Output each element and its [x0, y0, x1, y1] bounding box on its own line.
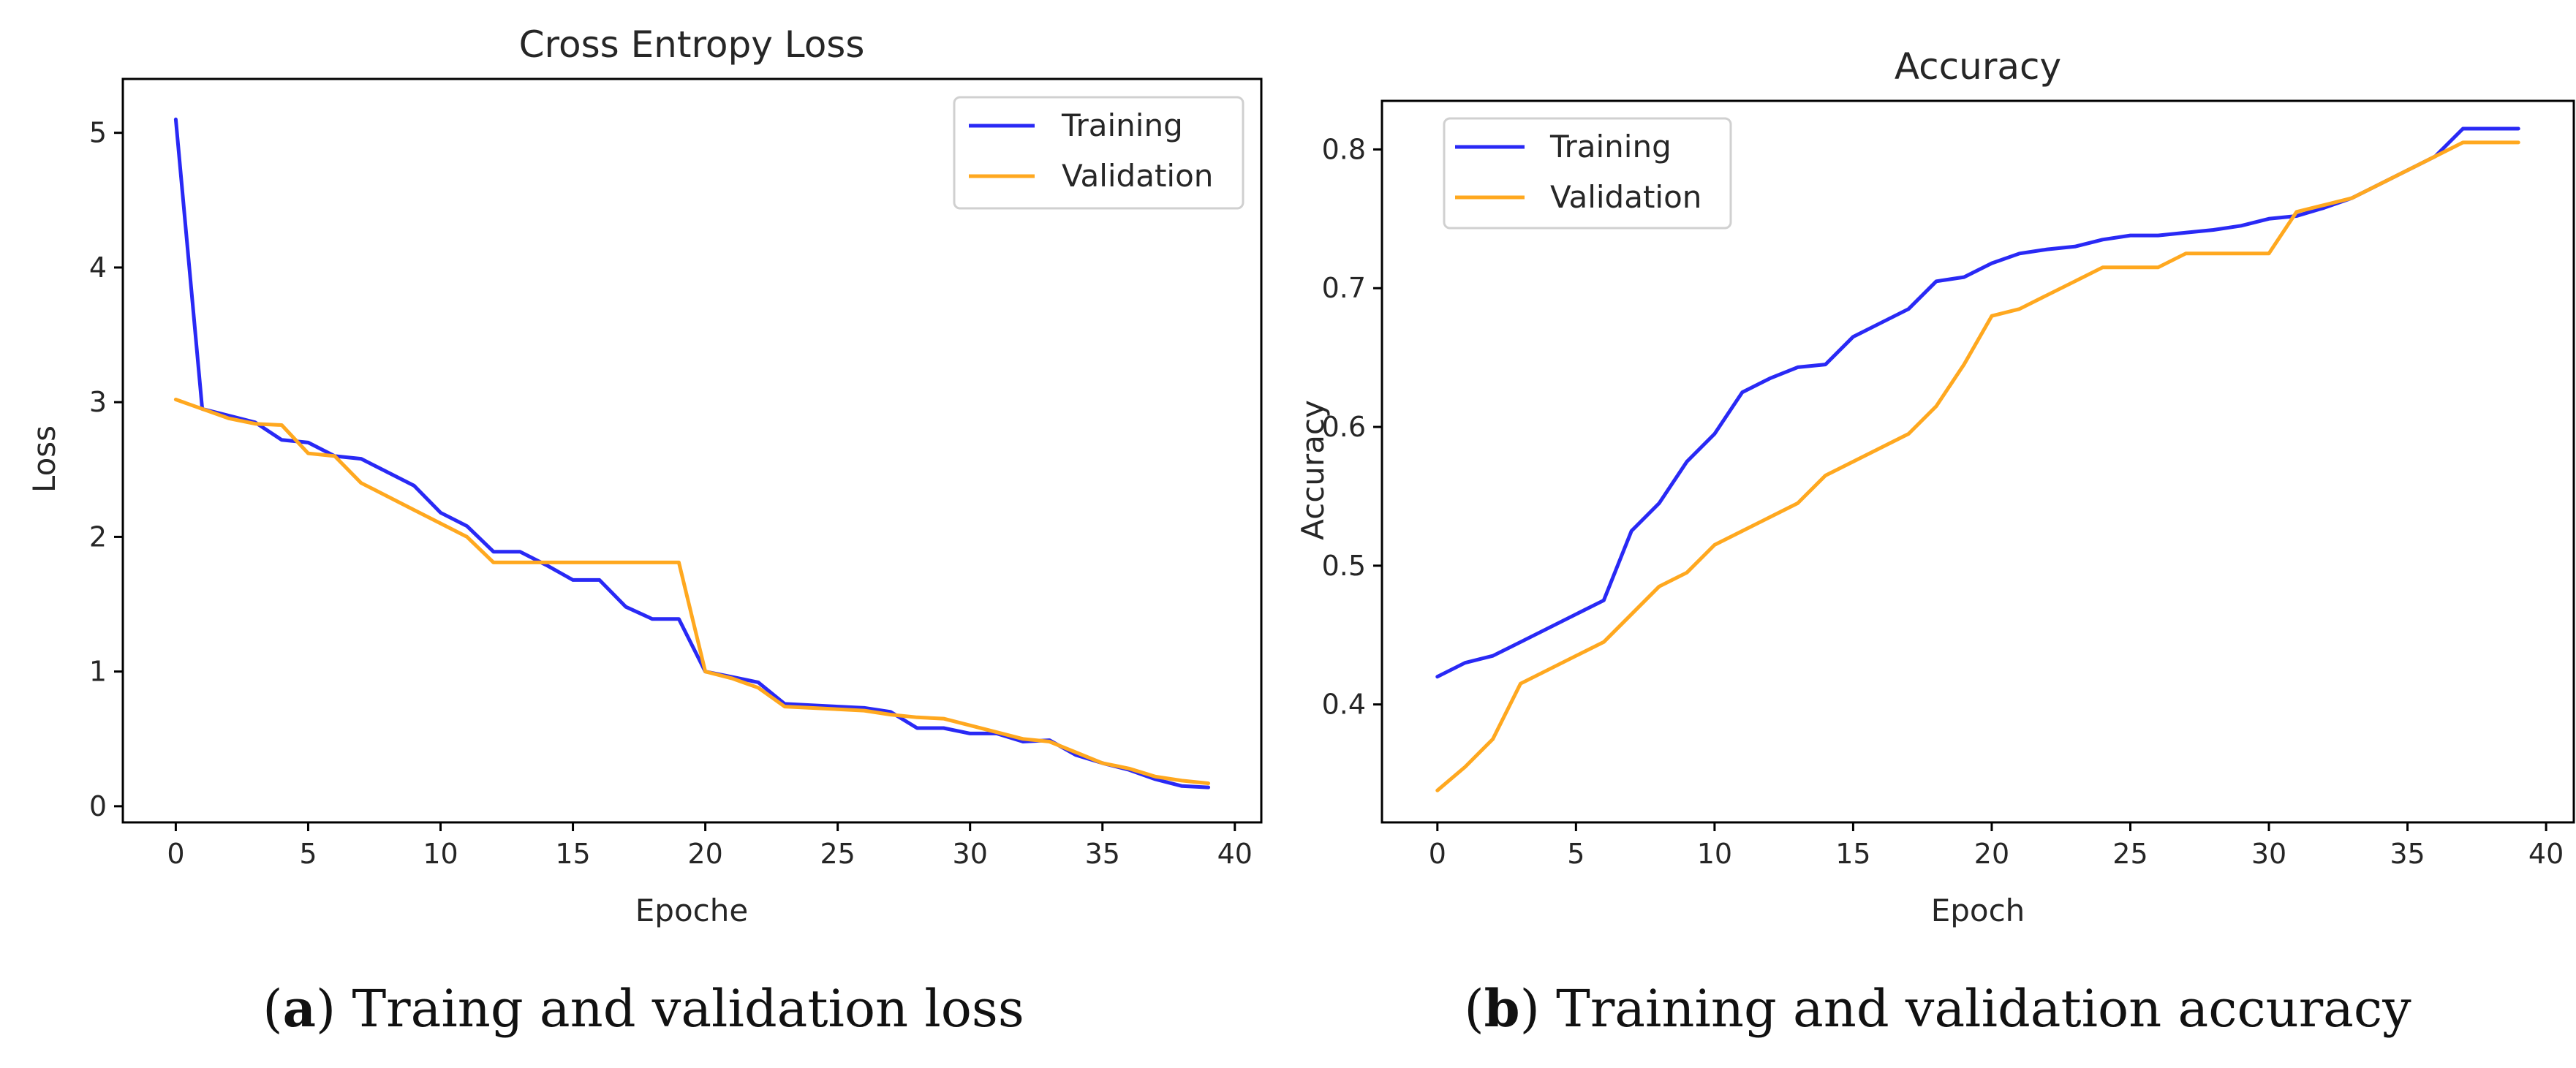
- loss-legend-training-label: Training: [1061, 107, 1183, 143]
- accuracy-y-tick-label: 0.7: [1322, 272, 1366, 304]
- loss-x-tick-label: 0: [167, 838, 184, 870]
- accuracy-x-tick-label: 30: [2251, 838, 2286, 870]
- caption-a: (a) Traing and validation loss: [262, 978, 1024, 1039]
- loss-series-training-line: [173, 117, 1211, 789]
- accuracy-legend-training-label: Training: [1549, 129, 1672, 164]
- loss-x-tick-label: 10: [423, 838, 458, 870]
- accuracy-x-tick-label: 10: [1697, 838, 1732, 870]
- accuracy-x-tick-label: 20: [1974, 838, 2009, 870]
- accuracy-y-tick-label: 0.8: [1322, 133, 1366, 165]
- accuracy-x-axis-label: Epoch: [1931, 893, 2025, 928]
- loss-y-tick-label: 3: [89, 386, 107, 418]
- accuracy-y-axis-label: Accuracy: [1295, 400, 1331, 540]
- loss-y-tick-label: 0: [89, 790, 107, 822]
- loss-x-tick-label: 15: [555, 838, 590, 870]
- loss-chart: Cross Entropy Loss 0 5 10 15 20 25 30 35 40 0 1 2 3 4…: [26, 23, 1263, 928]
- loss-chart-title: Cross Entropy Loss: [519, 23, 865, 66]
- loss-y-tick-label: 1: [89, 656, 107, 688]
- accuracy-x-tick-label: 35: [2390, 838, 2425, 870]
- accuracy-plot-area: 0 5 10 15 20 25 30 35 40 0.4 0.5 0.6 0.7 0.8: [1322, 99, 2575, 870]
- accuracy-x-tick-label: 15: [1835, 838, 1870, 870]
- loss-x-tick-label: 35: [1085, 838, 1120, 870]
- loss-y-tick-label: 2: [89, 520, 107, 553]
- accuracy-series-validation-line: [1435, 140, 2520, 792]
- accuracy-legend-validation-label: Validation: [1550, 179, 1701, 215]
- loss-y-tick-label: 5: [89, 117, 107, 149]
- accuracy-x-tick-label: 25: [2112, 838, 2148, 870]
- accuracy-chart-title: Accuracy: [1895, 45, 2061, 88]
- loss-x-tick-label: 25: [820, 838, 855, 870]
- loss-plot-area: 0 5 10 15 20 25 30 35 40 0 1 2 3 4 5: [89, 77, 1263, 870]
- loss-x-tick-label: 5: [299, 838, 317, 870]
- caption-a-prefix: a: [283, 978, 316, 1039]
- caption-a-text: Traing and validation loss: [352, 979, 1024, 1039]
- loss-x-tick-label: 40: [1217, 838, 1253, 870]
- loss-legend-validation-label: Validation: [1062, 158, 1213, 194]
- accuracy-x-tick-label: 40: [2528, 838, 2564, 870]
- loss-legend: Training Validation: [953, 96, 1244, 210]
- loss-axes-frame: [121, 77, 1263, 824]
- accuracy-y-tick-label: 0.4: [1322, 689, 1366, 721]
- loss-y-axis-label: Loss: [26, 425, 62, 493]
- accuracy-y-tick-label: 0.5: [1322, 550, 1366, 582]
- caption-b-prefix: b: [1484, 978, 1520, 1039]
- loss-x-tick-label: 30: [953, 838, 988, 870]
- loss-y-tick-label: 4: [89, 251, 107, 284]
- accuracy-chart: Accuracy 0 5 10 15 20 25 30 35 40 0.4 0.5 0.6 0.7 0.8…: [1295, 45, 2575, 928]
- loss-series-validation-line: [173, 398, 1211, 786]
- caption-b-text: Training and validation accuracy: [1556, 979, 2411, 1039]
- accuracy-y-tick-label: 0.6: [1322, 411, 1366, 443]
- caption-b: (b) Training and validation accuracy: [1464, 978, 2411, 1039]
- loss-x-tick-label: 20: [687, 838, 722, 870]
- accuracy-legend: Training Validation: [1443, 117, 1732, 230]
- loss-x-axis-label: Epoche: [635, 893, 748, 928]
- accuracy-axes-frame: [1380, 99, 2575, 824]
- accuracy-x-tick-label: 5: [1567, 838, 1584, 870]
- accuracy-x-tick-label: 0: [1429, 838, 1446, 870]
